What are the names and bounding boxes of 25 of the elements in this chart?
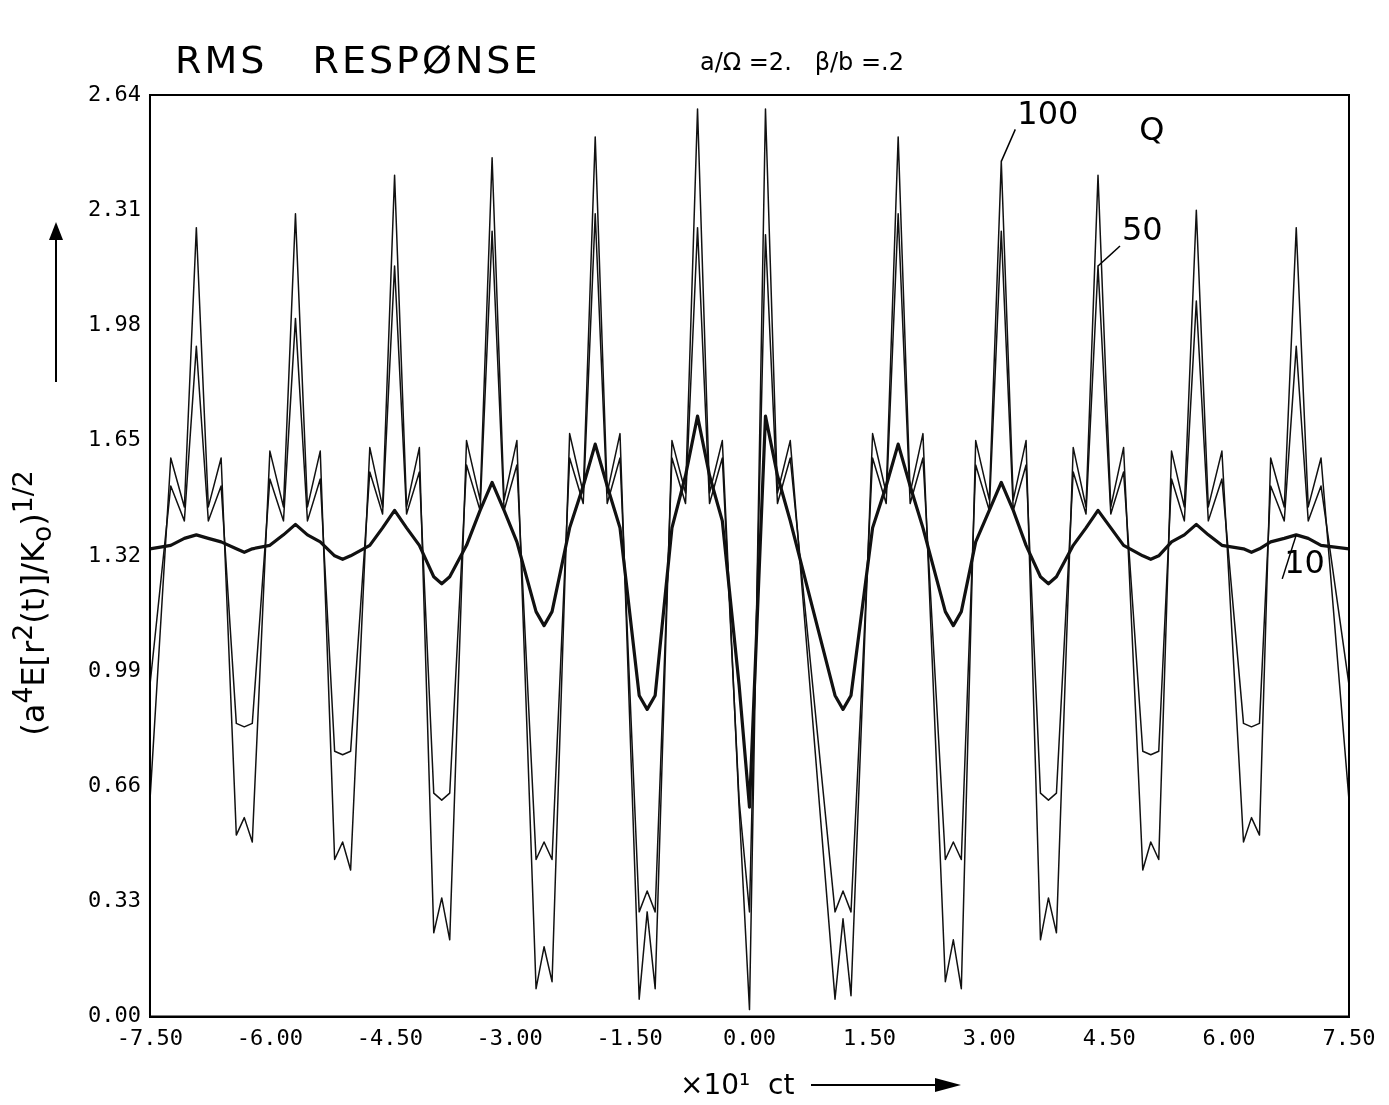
y-tick-label: 0.66 bbox=[88, 771, 141, 797]
chart-subtitle: a/Ω =2. β/b =.2 bbox=[700, 48, 904, 76]
y-tick-label: 1.65 bbox=[88, 426, 141, 452]
y-tick-label: 1.32 bbox=[88, 541, 141, 567]
x-tick-label: 4.50 bbox=[1082, 1024, 1136, 1050]
x-axis-title: ×10¹ ct bbox=[680, 1068, 795, 1101]
y-tick-label: 2.31 bbox=[88, 195, 141, 221]
x-tick-label: -3.00 bbox=[476, 1024, 543, 1050]
y-tick-label: 2.64 bbox=[88, 80, 141, 106]
x-tick-label: 1.50 bbox=[842, 1024, 896, 1050]
legend-title: Q bbox=[1139, 110, 1165, 149]
x-tick-label: 3.00 bbox=[962, 1024, 1016, 1050]
chart-title: RMS RESPØNSE bbox=[175, 38, 541, 82]
y-tick-label: 1.98 bbox=[88, 311, 141, 337]
series-label: 100 bbox=[1017, 93, 1079, 132]
x-tick-label: 0.00 bbox=[723, 1024, 776, 1050]
x-tick-label: 6.00 bbox=[1202, 1024, 1256, 1050]
series-label: 50 bbox=[1122, 210, 1163, 249]
x-tick-label: -1.50 bbox=[596, 1024, 663, 1050]
x-tick-label: -4.50 bbox=[356, 1024, 423, 1050]
x-tick-label: -6.00 bbox=[236, 1024, 303, 1050]
y-tick-label: 0.99 bbox=[88, 656, 141, 682]
series-label: 10 bbox=[1284, 543, 1325, 582]
x-tick-label: 7.50 bbox=[1322, 1024, 1376, 1050]
y-tick-label: 0.33 bbox=[88, 887, 141, 913]
